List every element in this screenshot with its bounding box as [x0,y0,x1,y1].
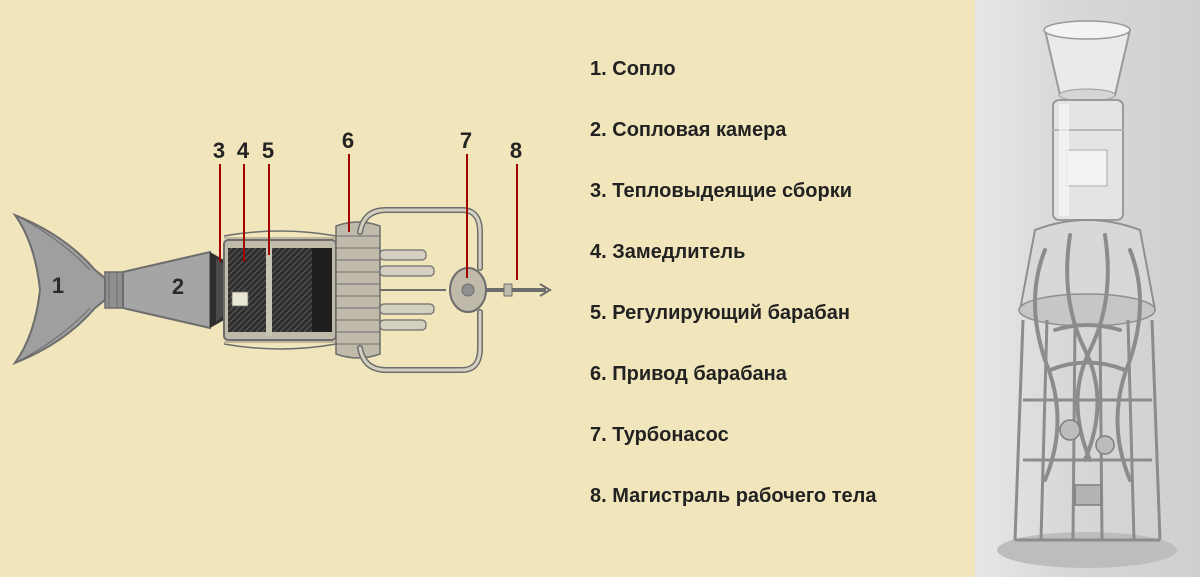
legend-num: 7 [590,424,601,446]
leader-3 [219,164,221,262]
legend-text: Магистраль рабочего тела [612,485,876,507]
callout-number-4: 4 [237,138,249,164]
legend-item-8: 8. Магистраль рабочего тела [590,485,960,508]
leader-8 [516,164,518,280]
leader-6 [348,154,350,232]
legend-num: 3 [590,180,601,202]
legend-text: Турбонасос [612,424,729,446]
engine-cutaway-drawing [10,140,555,440]
legend-num: 4 [590,241,601,263]
legend-text: Сопло [612,58,675,80]
legend-item-7: 7. Турбонасос [590,424,960,447]
legend-item-6: 6. Привод барабана [590,363,960,386]
leader-5 [268,164,270,255]
legend-item-2: 2. Сопловая камера [590,119,960,142]
photo-panel [975,0,1200,577]
legend-text: Замедлитель [612,241,745,263]
callout-number-6: 6 [342,128,354,154]
callout-number-5: 5 [262,138,274,164]
callout-number-3: 3 [213,138,225,164]
figure-root: 1 2 3 4 5 6 7 8 1. Сопло 2. Сопловая кам… [0,0,1200,577]
engine-photo-drawing [975,0,1200,577]
leader-7 [466,154,468,278]
legend-item-5: 5. Регулирующий барабан [590,302,960,325]
legend-num: 5 [590,302,601,324]
callout-number-7: 7 [460,128,472,154]
legend-text: Тепловыдеящие сборки [612,180,852,202]
legend-num: 8 [590,485,601,507]
legend-text: Сопловая камера [612,119,786,141]
legend-text: Привод барабана [612,363,787,385]
callout-number-8: 8 [510,138,522,164]
legend-num: 2 [590,119,601,141]
legend-num: 1 [590,58,601,80]
legend-item-4: 4. Замедлитель [590,241,960,264]
legend-item-3: 3. Тепловыдеящие сборки [590,180,960,203]
legend-item-1: 1. Сопло [590,58,960,81]
legend-text: Регулирующий барабан [612,302,850,324]
diagram-panel: 1 2 3 4 5 6 7 8 1. Сопло 2. Сопловая кам… [0,0,975,577]
diagram-number-2: 2 [172,274,184,300]
diagram-number-1: 1 [52,273,64,299]
legend-num: 6 [590,363,601,385]
leader-4 [243,164,245,262]
legend: 1. Сопло 2. Сопловая камера 3. Тепловыде… [590,58,960,546]
